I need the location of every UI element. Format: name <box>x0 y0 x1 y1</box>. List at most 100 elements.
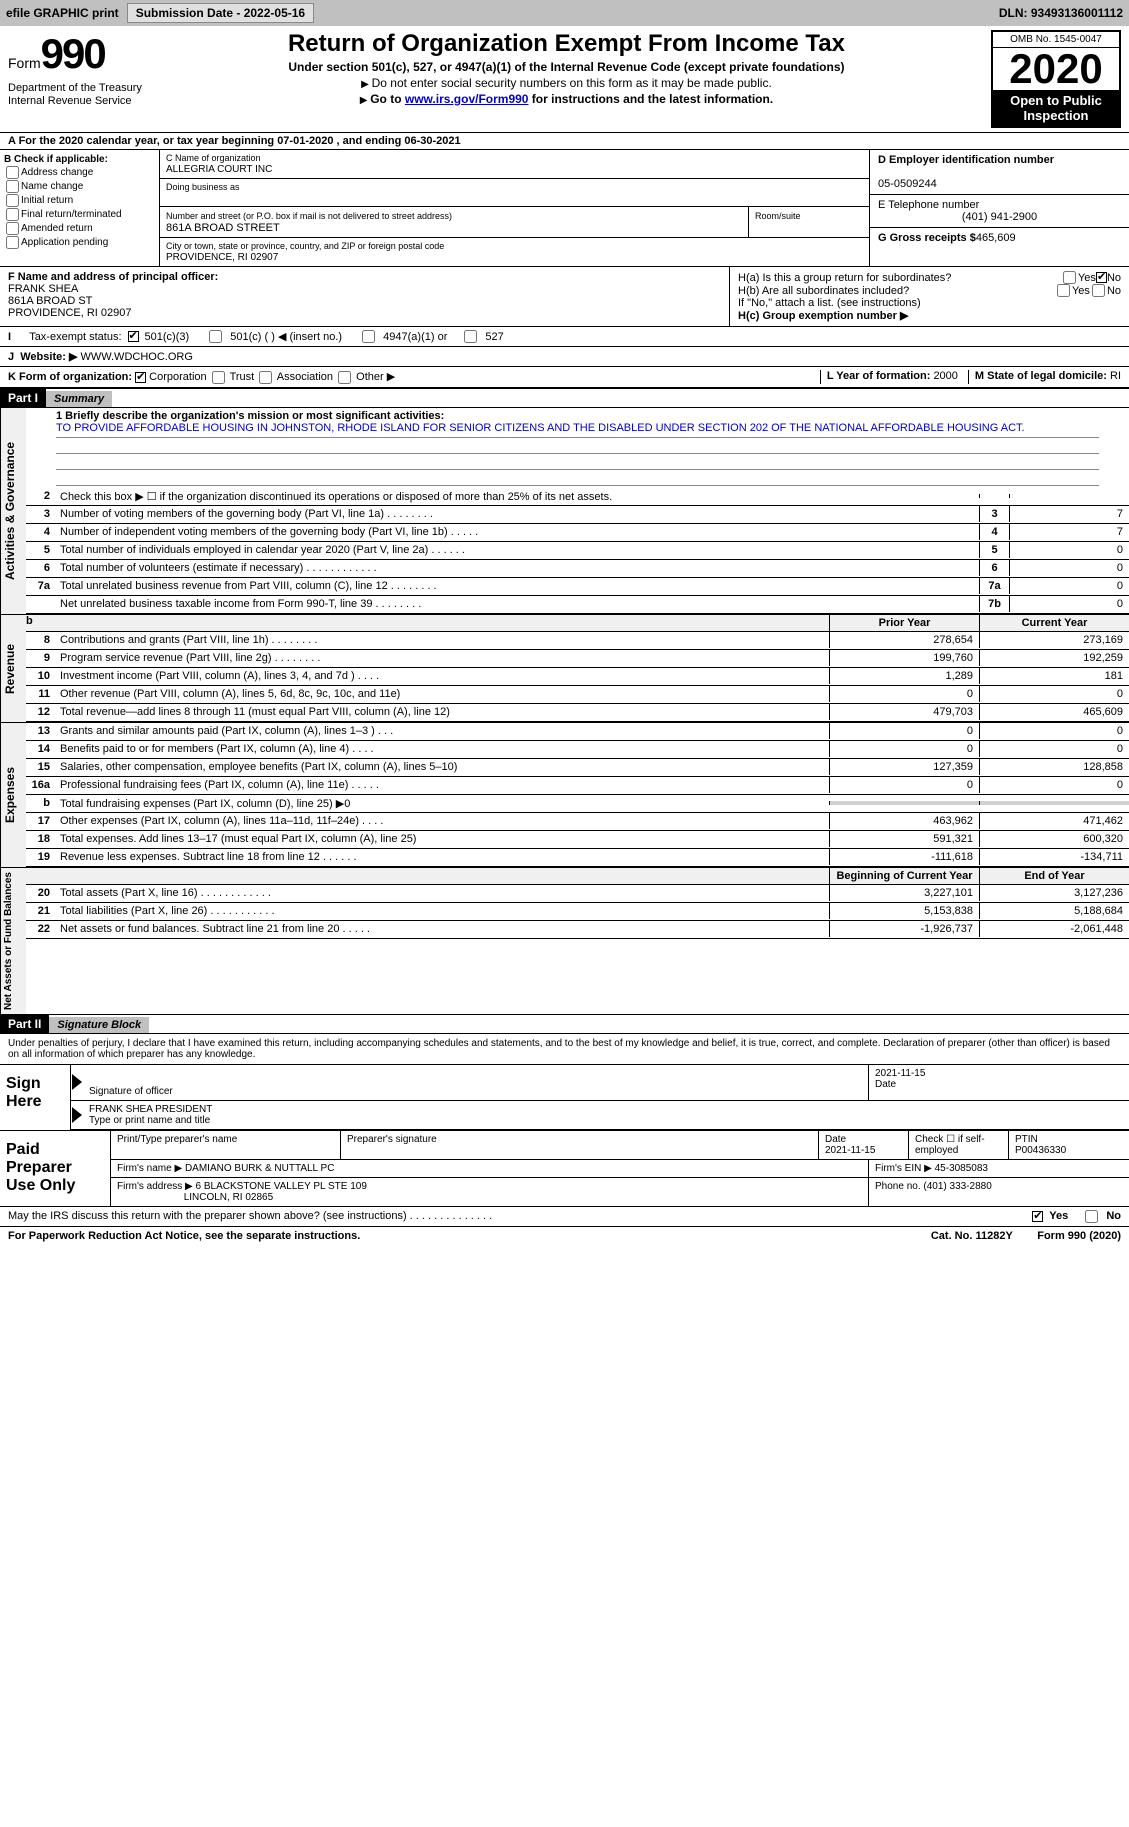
website: WWW.WDCHOC.ORG <box>77 351 192 363</box>
firm-name: DAMIANO BURK & NUTTALL PC <box>185 1163 334 1174</box>
discuss-no[interactable] <box>1085 1210 1098 1223</box>
gross: 465,609 <box>976 232 1016 244</box>
sign-arrow-icon <box>72 1074 82 1090</box>
chk-initial[interactable]: Initial return <box>4 194 155 207</box>
dept-label: Department of the Treasury Internal Reve… <box>8 82 142 108</box>
sign-arrow-icon <box>72 1107 82 1123</box>
org-name: ALLEGRIA COURT INC <box>166 164 272 175</box>
addr: 861A BROAD STREET <box>166 222 280 234</box>
gov-line: 6Total number of volunteers (estimate if… <box>26 560 1129 578</box>
phone: (401) 941-2900 <box>962 211 1037 223</box>
revenue-section: Revenue b Prior Year Current Year 8Contr… <box>0 614 1129 722</box>
gov-line: 2Check this box ▶ ☐ if the organization … <box>26 488 1129 506</box>
firm-ein: 45-3085083 <box>935 1163 988 1174</box>
gov-line: Net unrelated business taxable income fr… <box>26 596 1129 614</box>
form-label-block: Form 990 Department of the Treasury Inte… <box>8 30 142 108</box>
chk-assoc[interactable] <box>259 371 272 384</box>
city-row: City or town, state or province, country… <box>160 238 869 266</box>
expense-line: 13Grants and similar amounts paid (Part … <box>26 723 1129 741</box>
net-col-header: Beginning of Current Year End of Year <box>26 868 1129 885</box>
chk-501c3[interactable] <box>128 331 139 342</box>
expense-line: 16aProfessional fundraising fees (Part I… <box>26 777 1129 795</box>
instr2: ▶ Go to www.irs.gov/Form990 for instruct… <box>156 92 977 106</box>
chk-corp[interactable] <box>135 372 146 383</box>
col-b-header: B Check if applicable: <box>4 154 108 165</box>
ha-no[interactable] <box>1096 272 1107 283</box>
chk-trust[interactable] <box>212 371 225 384</box>
chk-addr[interactable]: Address change <box>4 166 155 179</box>
chk-pending[interactable]: Application pending <box>4 236 155 249</box>
tax-year: 2020 <box>993 48 1119 90</box>
chk-final[interactable]: Final return/terminated <box>4 208 155 221</box>
ptin: P00436330 <box>1015 1145 1066 1156</box>
prep-phone: (401) 333-2880 <box>923 1181 991 1192</box>
form-word: Form <box>8 55 41 71</box>
side-exp: Expenses <box>0 723 26 867</box>
revenue-line: 11Other revenue (Part VIII, column (A), … <box>26 686 1129 704</box>
instr1: ▶ Do not enter social security numbers o… <box>156 76 977 90</box>
chk-other[interactable] <box>338 371 351 384</box>
governance-section: Activities & Governance 1 Briefly descri… <box>0 407 1129 614</box>
chk-name[interactable]: Name change <box>4 180 155 193</box>
chk-501c[interactable] <box>209 330 222 343</box>
title-block: Return of Organization Exempt From Incom… <box>150 30 983 106</box>
gov-line: 5Total number of individuals employed in… <box>26 542 1129 560</box>
hb-yes[interactable] <box>1057 284 1070 297</box>
submission-btn[interactable]: Submission Date - 2022-05-16 <box>127 3 314 23</box>
pra-notice: For Paperwork Reduction Act Notice, see … <box>8 1230 360 1242</box>
addr-row: Number and street (or P.O. box if mail i… <box>160 207 869 238</box>
hb-no[interactable] <box>1092 284 1105 297</box>
expenses-section: Expenses 13Grants and similar amounts pa… <box>0 722 1129 867</box>
net-line: 20Total assets (Part X, line 16) . . . .… <box>26 885 1129 903</box>
paid-preparer: Paid Preparer Use Only Print/Type prepar… <box>0 1130 1129 1206</box>
officer-name-title: FRANK SHEA PRESIDENT <box>89 1104 212 1115</box>
irs-link[interactable]: www.irs.gov/Form990 <box>405 92 529 106</box>
expense-line: bTotal fundraising expenses (Part IX, co… <box>26 795 1129 813</box>
side-rev: Revenue <box>0 615 26 722</box>
expense-line: 15Salaries, other compensation, employee… <box>26 759 1129 777</box>
revenue-line: 12Total revenue—add lines 8 through 11 (… <box>26 704 1129 722</box>
chk-amended[interactable]: Amended return <box>4 222 155 235</box>
part2-header: Part IISignature Block <box>0 1014 1129 1033</box>
net-section: Net Assets or Fund Balances Beginning of… <box>0 867 1129 1014</box>
phone-row: E Telephone number (401) 941-2900 <box>870 195 1129 228</box>
net-line: 22Net assets or fund balances. Subtract … <box>26 921 1129 939</box>
side-net: Net Assets or Fund Balances <box>0 868 26 1014</box>
discuss-yes[interactable] <box>1032 1211 1043 1222</box>
website-row: J Website: ▶ WWW.WDCHOC.ORG <box>0 346 1129 366</box>
gov-line: 4Number of independent voting members of… <box>26 524 1129 542</box>
ein: 05-0509244 <box>878 178 937 190</box>
efile-label: efile GRAPHIC print <box>6 6 119 20</box>
city: PROVIDENCE, RI 02907 <box>166 252 278 263</box>
rev-col-header: b Prior Year Current Year <box>26 615 1129 632</box>
dba-row: Doing business as <box>160 179 869 207</box>
chk-527[interactable] <box>464 330 477 343</box>
col-e: D Employer identification number 05-0509… <box>869 150 1129 266</box>
dln-label: DLN: 93493136001112 <box>999 6 1123 20</box>
chk-4947[interactable] <box>362 330 375 343</box>
mission-block: 1 Briefly describe the organization's mi… <box>26 408 1129 488</box>
officer-name: FRANK SHEA <box>8 283 78 295</box>
k-row: K Form of organization: Corporation Trus… <box>0 366 1129 388</box>
mission-text: TO PROVIDE AFFORDABLE HOUSING IN JOHNSTO… <box>56 422 1099 438</box>
year-box: OMB No. 1545-0047 2020 Open to Public In… <box>991 30 1121 128</box>
form-header: Form 990 Department of the Treasury Inte… <box>0 26 1129 132</box>
ha-yes[interactable] <box>1063 271 1076 284</box>
sign-here: Sign Here Signature of officer 2021-11-1… <box>0 1064 1129 1130</box>
expense-line: 19Revenue less expenses. Subtract line 1… <box>26 849 1129 867</box>
footer: For Paperwork Reduction Act Notice, see … <box>0 1226 1129 1245</box>
revenue-line: 9Program service revenue (Part VIII, lin… <box>26 650 1129 668</box>
net-line: 21Total liabilities (Part X, line 26) . … <box>26 903 1129 921</box>
revenue-line: 8Contributions and grants (Part VIII, li… <box>26 632 1129 650</box>
part1-header: Part ISummary <box>0 388 1129 407</box>
inspection: Open to Public Inspection <box>993 90 1119 126</box>
gross-row: G Gross receipts $465,609 <box>870 228 1129 248</box>
status-row: I Tax-exempt status: 501(c)(3) 501(c) ( … <box>0 326 1129 346</box>
gov-line: 7aTotal unrelated business revenue from … <box>26 578 1129 596</box>
sign-label: Sign Here <box>0 1065 70 1130</box>
officer-row: F Name and address of principal officer:… <box>0 266 1129 326</box>
entity-grid: B Check if applicable: Address change Na… <box>0 149 1129 266</box>
sign-date: 2021-11-15 <box>875 1068 925 1079</box>
side-gov: Activities & Governance <box>0 408 26 614</box>
prep-label: Paid Preparer Use Only <box>0 1131 110 1206</box>
